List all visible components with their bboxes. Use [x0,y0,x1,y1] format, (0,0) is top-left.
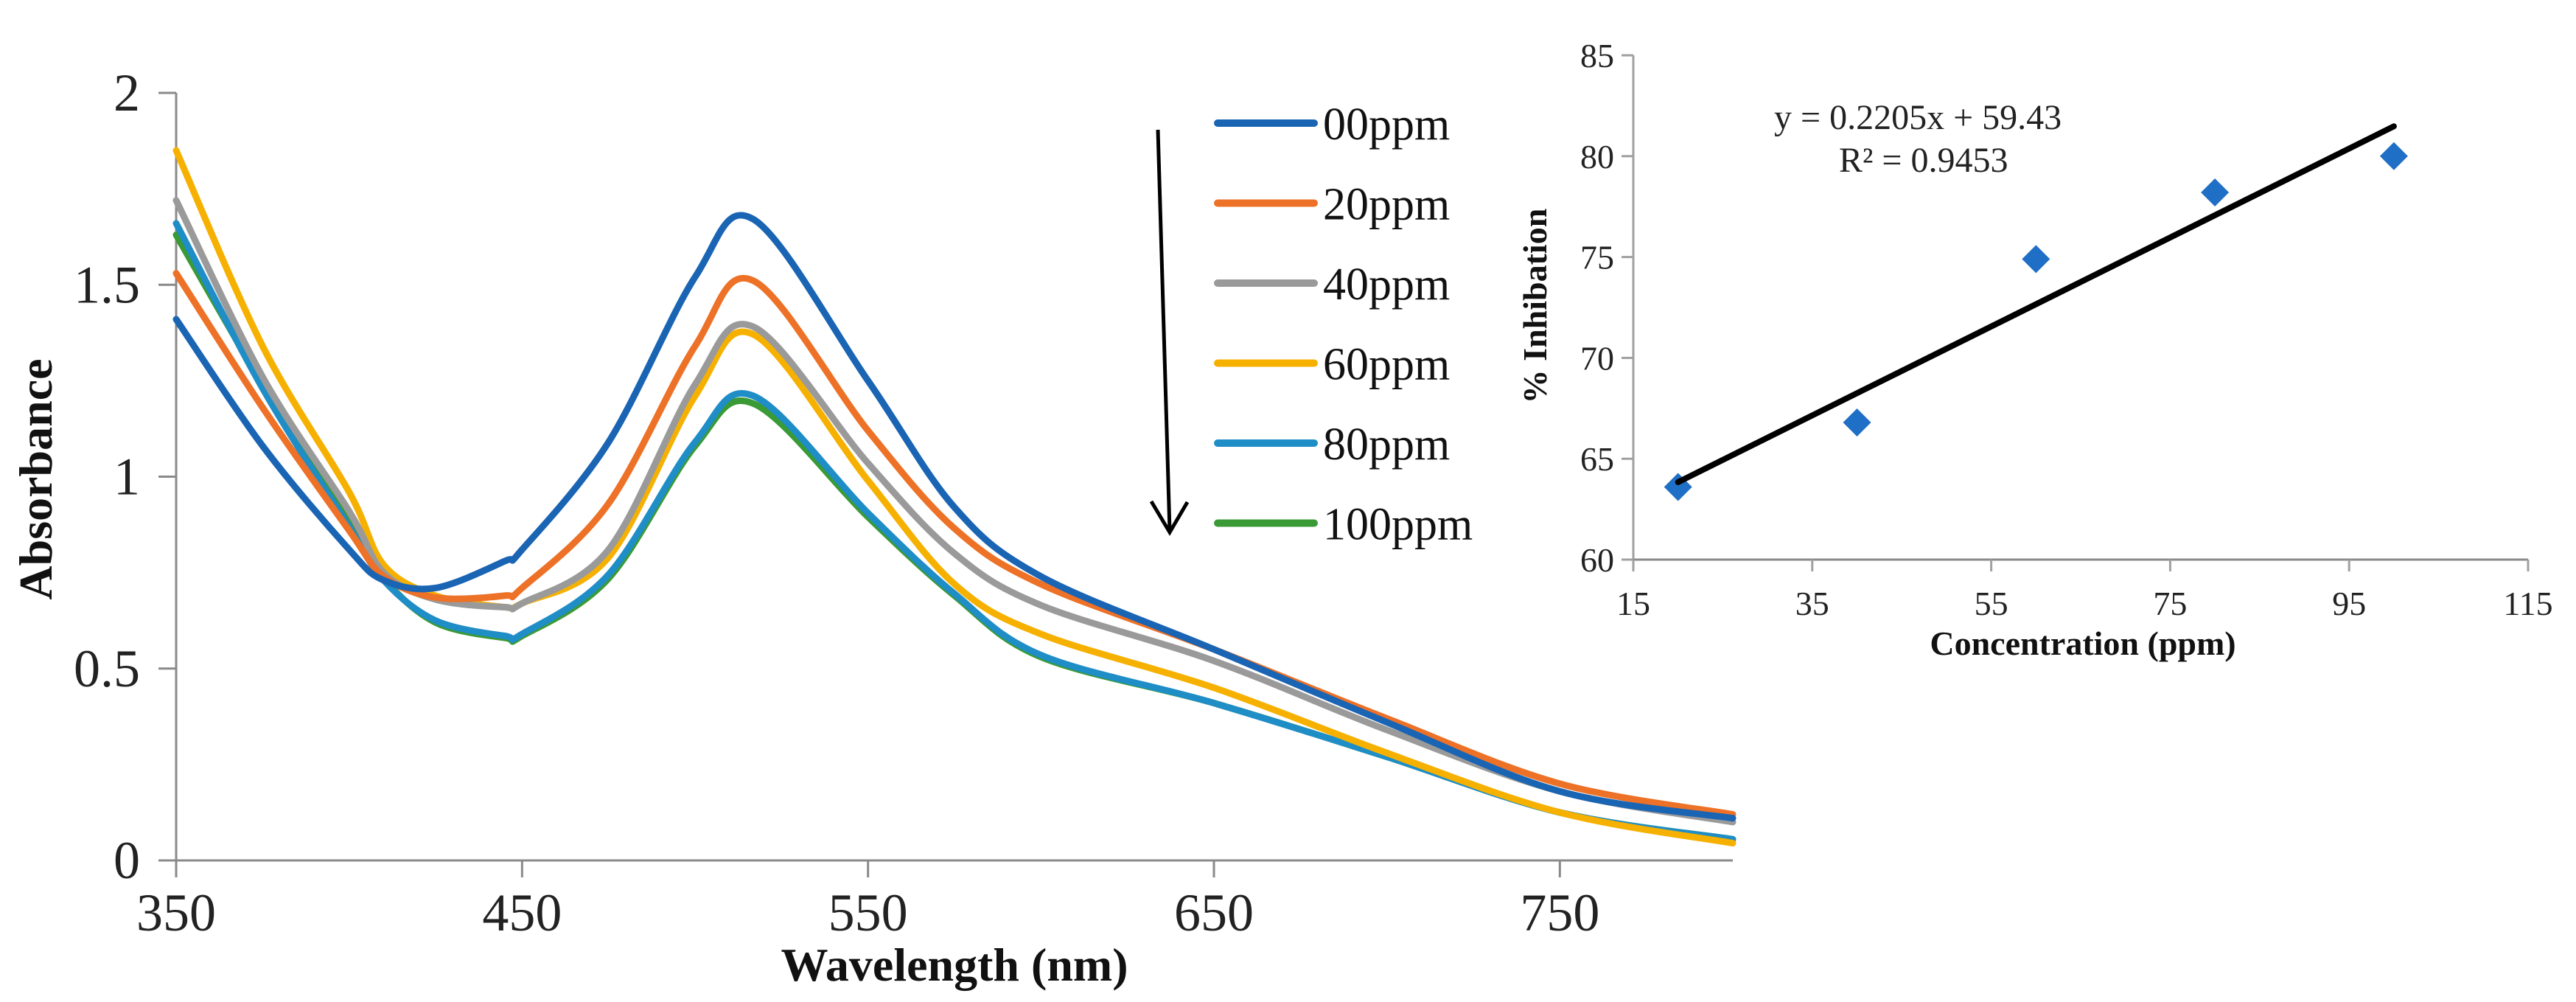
legend: 00ppm 20ppm 40ppm 60ppm 80ppm 100ppm [1214,100,1473,550]
inset-y-tick-label: 65 [1580,440,1614,478]
legend-label: 20ppm [1323,180,1450,230]
legend-label: 60ppm [1323,340,1450,390]
inset-x-axis-label: Concentration (ppm) [1930,624,2235,662]
inset-y-tick-label: 80 [1580,138,1614,175]
y-tick-label: 0 [114,831,140,890]
inset-x-tick-label: 15 [1616,585,1650,622]
series-line-20ppm [172,270,1736,818]
y-tick-label: 0.5 [74,639,140,698]
inhibition-chart: 60 65 70 75 80 85 15 35 55 75 95 115 y = 0.2205x + … [1516,37,2553,662]
inset-x-tick-label: 55 [1975,585,2008,622]
x-tick-label: 550 [828,883,908,942]
trendline-equation: y = 0.2205x + 59.43 [1774,98,2062,137]
y-tick-label: 1.5 [74,255,140,314]
data-point [1843,408,1871,436]
legend-item: 60ppm [1214,340,1450,390]
inset-y-axis-label: % Inhibation [1516,209,1554,404]
data-point [2022,245,2050,274]
main-x-axis-label: Wavelength (nm) [781,939,1128,991]
legend-item: 80ppm [1214,420,1450,470]
y-tick-label: 2 [114,63,140,122]
legend-label: 100ppm [1323,500,1473,550]
trendline [1675,123,2397,485]
y-tick-label: 1 [114,448,140,507]
x-tick-label: 650 [1174,883,1254,942]
legend-label: 00ppm [1323,100,1450,150]
inset-x-tick-label: 95 [2332,585,2366,622]
r-squared: R² = 0.9453 [1839,141,2008,180]
series-line-60ppm [172,147,1736,847]
inset-y-tick-label: 75 [1580,239,1614,276]
legend-item: 20ppm [1214,180,1450,230]
inset-x-tick-label: 75 [2153,585,2187,622]
data-point [2201,178,2230,207]
inset-x-tick-label: 35 [1795,585,1829,622]
series-line-00ppm [172,212,1736,822]
inset-y-tick-label: 70 [1580,339,1614,377]
arrow-annotation [1149,129,1190,536]
data-point [2379,142,2408,170]
absorbance-chart: 0 0.5 1 1.5 2 350 450 550 650 750 Wavelength (nm)… [10,63,1736,991]
legend-item: 40ppm [1214,260,1450,310]
legend-label: 40ppm [1323,260,1450,310]
x-tick-label: 450 [482,883,562,942]
series-line-100ppm [172,232,1736,843]
series-line-40ppm [172,197,1736,826]
inset-y-tick-label: 60 [1580,541,1614,579]
legend-item: 100ppm [1214,500,1473,550]
legend-item: 00ppm [1214,100,1450,150]
x-tick-label: 350 [136,883,216,942]
x-tick-label: 750 [1520,883,1599,942]
main-y-axis-label: Absorbance [10,358,62,599]
inset-x-tick-label: 115 [2503,585,2552,622]
legend-label: 80ppm [1323,420,1450,470]
inset-y-tick-label: 85 [1580,37,1614,74]
